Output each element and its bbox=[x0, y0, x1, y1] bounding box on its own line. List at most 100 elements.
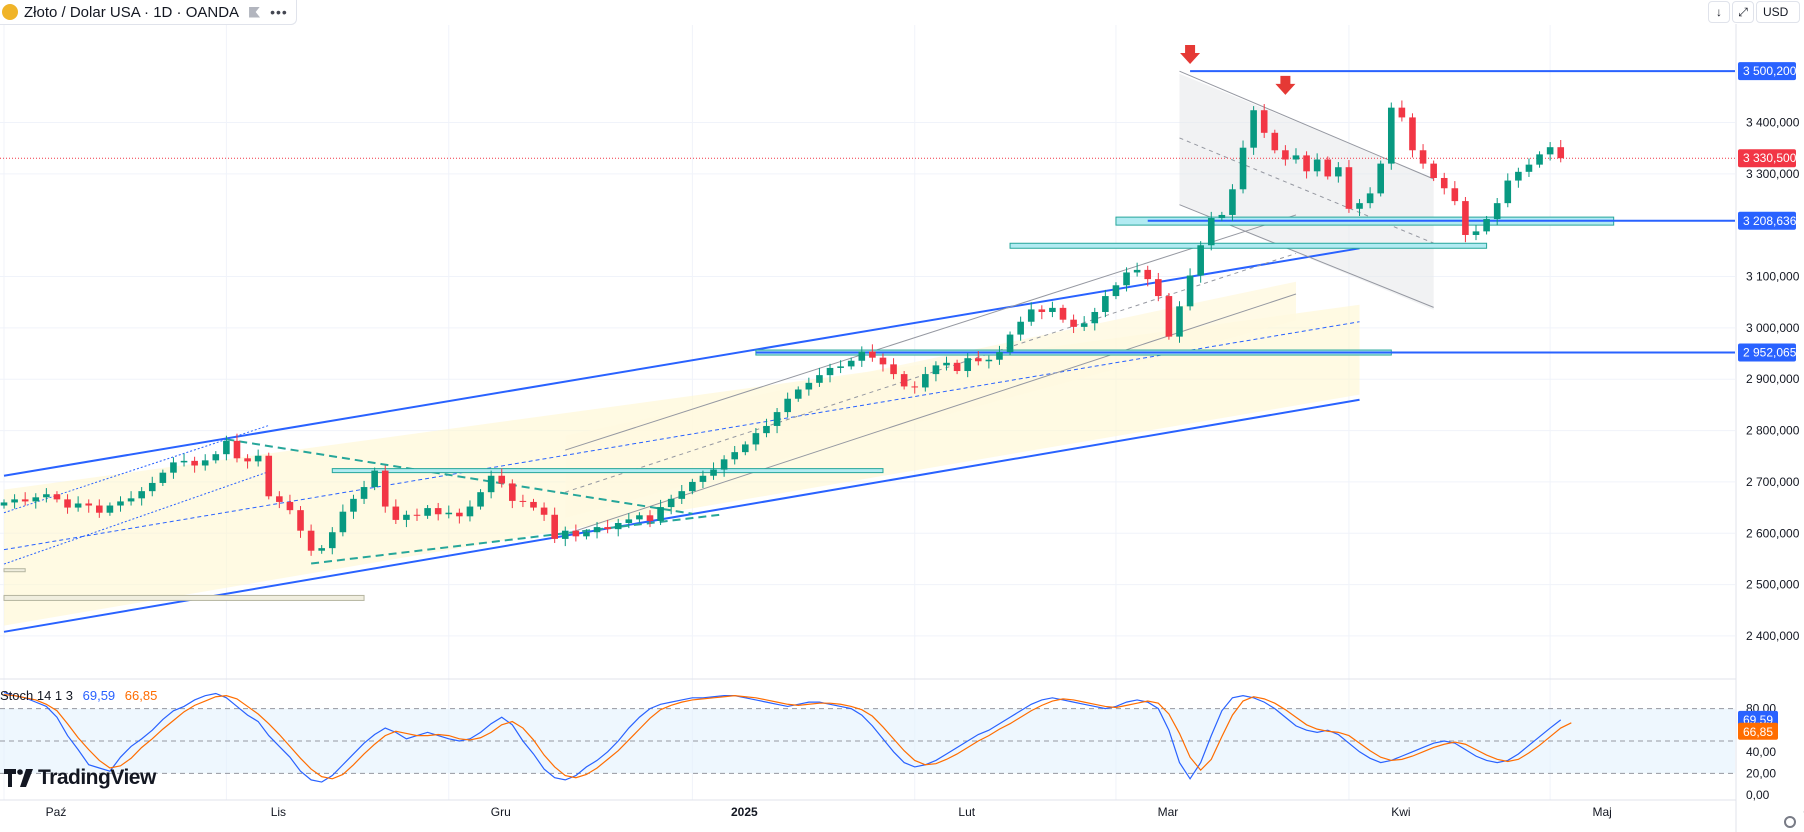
candle-up bbox=[731, 452, 739, 460]
candle-up bbox=[1102, 296, 1109, 312]
price-tick-label: 2 600,000 bbox=[1746, 526, 1800, 540]
inner-channel-mid bbox=[565, 252, 1297, 493]
candle-up bbox=[1091, 311, 1099, 324]
candle-up bbox=[1186, 275, 1194, 307]
tradingview-logo[interactable]: TradingView bbox=[4, 766, 156, 790]
candle-down bbox=[1282, 150, 1289, 160]
stoch-tick-label: 40,00 bbox=[1746, 745, 1776, 759]
candle-down bbox=[572, 530, 580, 537]
triangle-upper bbox=[226, 438, 693, 515]
stoch-tick-label: 0,00 bbox=[1746, 788, 1770, 802]
candle-up bbox=[487, 475, 495, 493]
symbol-title[interactable]: Złoto / Dolar USA · 1D · OANDA bbox=[24, 3, 240, 21]
symbol-header[interactable]: Złoto / Dolar USA · 1D · OANDA ••• bbox=[0, 0, 297, 25]
triangle-lower bbox=[310, 513, 725, 565]
price-tick-label: 3 400,000 bbox=[1746, 116, 1800, 130]
time-tick-label: 2025 bbox=[731, 805, 758, 819]
axes: 3 400,000 3 300,000 3 100,000 3 000,000 2 90… bbox=[46, 0, 1804, 832]
stoch-d-value: 66,85 bbox=[124, 688, 158, 703]
candle-up bbox=[689, 481, 696, 492]
candle-down bbox=[434, 508, 442, 515]
price-tick-label: 3 000,000 bbox=[1746, 321, 1800, 335]
candle-up bbox=[1049, 307, 1056, 312]
candle-up bbox=[837, 366, 844, 368]
price-label-badge bbox=[1738, 149, 1796, 168]
candle-up bbox=[106, 505, 114, 513]
lower-trendline bbox=[3, 398, 1360, 633]
candle-up bbox=[371, 470, 378, 488]
candle-up bbox=[148, 482, 156, 492]
time-tick-label: Lut bbox=[958, 805, 975, 819]
candle-up bbox=[773, 412, 781, 426]
candle-up bbox=[583, 532, 590, 537]
download-button[interactable]: ↓ bbox=[1708, 1, 1730, 23]
fullscreen-button[interactable]: ⤢ bbox=[1732, 1, 1754, 23]
candle-up bbox=[1366, 193, 1374, 204]
candle-down bbox=[381, 470, 389, 507]
candle-up bbox=[43, 494, 50, 498]
candle-up bbox=[1239, 147, 1247, 190]
candle-up bbox=[1525, 164, 1533, 172]
candle-up bbox=[816, 375, 823, 383]
candle-up bbox=[1313, 159, 1321, 172]
candle-up bbox=[1472, 231, 1480, 235]
candle-up bbox=[1176, 306, 1183, 337]
candle-up bbox=[763, 425, 770, 434]
gold-coin-icon bbox=[2, 4, 18, 20]
candle-up bbox=[403, 514, 410, 520]
candle-down bbox=[1144, 269, 1152, 280]
candle-down bbox=[1155, 279, 1162, 297]
price-tick-label: 3 300,000 bbox=[1746, 167, 1800, 181]
stoch-k-line bbox=[3, 691, 1562, 783]
stoch-k-value: 69,59 bbox=[82, 688, 116, 703]
candle-down bbox=[1324, 159, 1332, 177]
price-tick-label: 2 800,000 bbox=[1746, 424, 1800, 438]
candle-up bbox=[593, 527, 601, 533]
price-label-text: 3 330,500 bbox=[1743, 151, 1797, 165]
price-tick-label: 3 100,000 bbox=[1746, 270, 1800, 284]
candle-down bbox=[530, 501, 537, 508]
candle-up bbox=[657, 507, 664, 521]
candle-down bbox=[286, 501, 294, 511]
candle-down bbox=[869, 351, 876, 358]
price-label-badge bbox=[1738, 343, 1796, 362]
candle-down bbox=[974, 358, 982, 362]
price-label-text: 3 208,636 bbox=[1743, 214, 1797, 228]
candle-up bbox=[117, 501, 124, 506]
candle-down bbox=[1430, 163, 1437, 178]
candle-up bbox=[1218, 214, 1226, 219]
candle-up bbox=[1493, 203, 1501, 220]
candle-down bbox=[96, 505, 103, 513]
stoch-legend[interactable]: Stoch 14 1 3 69,59 66,85 bbox=[0, 688, 157, 703]
zone-2474 bbox=[3, 594, 365, 601]
time-tick-label: Paź bbox=[46, 805, 67, 819]
candle-down bbox=[307, 530, 315, 551]
currency-selector[interactable]: USD bbox=[1756, 1, 1800, 23]
candle-down bbox=[1440, 177, 1448, 189]
candle-up bbox=[328, 532, 336, 549]
candle-up bbox=[350, 498, 357, 512]
candle-down bbox=[456, 512, 463, 517]
candle-down bbox=[85, 503, 93, 506]
flag-icon[interactable] bbox=[249, 6, 261, 18]
early-dotted-upper bbox=[3, 424, 269, 514]
candle-up bbox=[826, 367, 834, 376]
candle-up bbox=[1027, 309, 1035, 322]
settings-icon[interactable] bbox=[1784, 816, 1796, 828]
candle-up bbox=[1335, 167, 1342, 177]
candle-up bbox=[445, 512, 453, 515]
candle-up bbox=[794, 389, 802, 399]
stoch-d-badge bbox=[1738, 722, 1778, 740]
candle-down bbox=[1303, 155, 1310, 172]
candle-down bbox=[392, 506, 400, 520]
time-tick-label: Lis bbox=[271, 805, 286, 819]
candle-down bbox=[244, 458, 251, 462]
price-tick-label: 2 400,000 bbox=[1746, 629, 1800, 643]
candle-down bbox=[1557, 147, 1565, 159]
more-icon[interactable]: ••• bbox=[270, 4, 288, 20]
candle-up bbox=[699, 475, 707, 482]
candle-up bbox=[922, 374, 929, 388]
drawings bbox=[0, 45, 1735, 633]
candle-down bbox=[900, 374, 908, 387]
